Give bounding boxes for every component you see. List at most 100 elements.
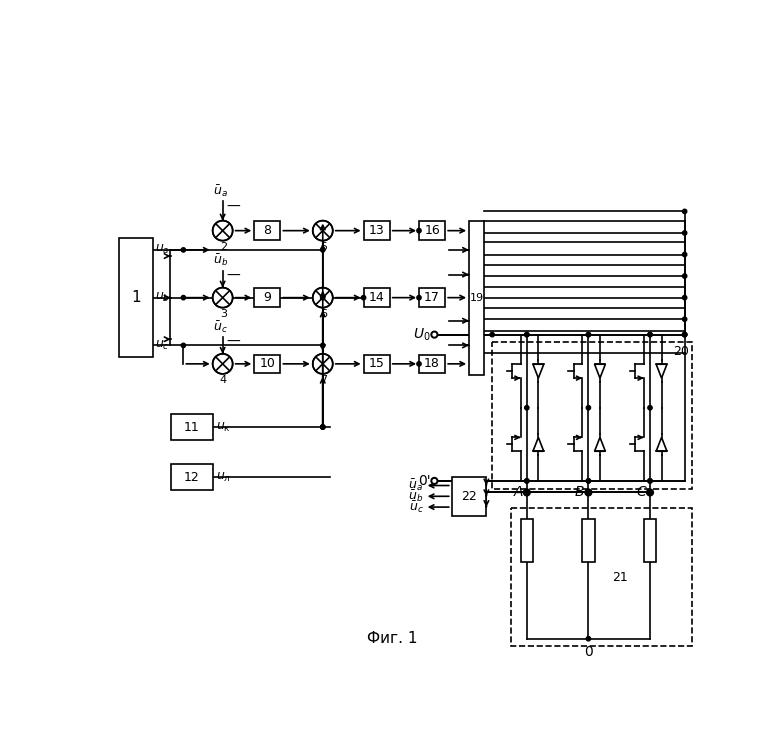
Text: —: — xyxy=(226,335,240,349)
Circle shape xyxy=(682,252,687,257)
Circle shape xyxy=(587,478,590,483)
Bar xyxy=(520,520,533,562)
Text: 0': 0' xyxy=(418,474,431,488)
Text: 22: 22 xyxy=(461,490,477,503)
Circle shape xyxy=(321,295,325,300)
Text: $u_c$: $u_c$ xyxy=(155,339,169,352)
Bar xyxy=(582,520,594,562)
Text: 7: 7 xyxy=(320,376,327,385)
Text: —: — xyxy=(226,269,240,283)
Circle shape xyxy=(313,287,333,308)
Circle shape xyxy=(213,354,232,374)
Circle shape xyxy=(525,478,529,483)
Text: $u_a$: $u_a$ xyxy=(155,243,169,257)
Text: $U_0$: $U_0$ xyxy=(413,326,431,343)
Text: 21: 21 xyxy=(612,570,628,584)
Circle shape xyxy=(682,231,687,235)
Bar xyxy=(119,238,153,357)
Circle shape xyxy=(490,332,495,337)
Text: C: C xyxy=(636,485,646,500)
Text: A: A xyxy=(513,485,523,500)
Text: 0: 0 xyxy=(584,645,593,659)
Circle shape xyxy=(417,295,421,300)
Circle shape xyxy=(321,425,325,429)
Bar xyxy=(419,354,445,373)
Circle shape xyxy=(587,406,590,410)
Text: 13: 13 xyxy=(369,224,385,237)
Text: $\bar{u}_b$: $\bar{u}_b$ xyxy=(213,253,228,268)
Circle shape xyxy=(181,343,186,348)
Text: $u_\text{л}$: $u_\text{л}$ xyxy=(216,470,231,484)
Bar xyxy=(363,354,390,373)
Circle shape xyxy=(525,478,529,483)
Text: 1: 1 xyxy=(131,290,140,305)
Bar xyxy=(254,354,280,373)
Circle shape xyxy=(431,478,438,484)
Circle shape xyxy=(682,332,687,337)
Text: 9: 9 xyxy=(264,291,271,304)
Circle shape xyxy=(523,490,530,495)
Circle shape xyxy=(587,637,590,641)
Text: $\bar{u}_a$: $\bar{u}_a$ xyxy=(409,478,424,493)
Circle shape xyxy=(587,332,590,337)
Text: 10: 10 xyxy=(260,357,275,370)
Circle shape xyxy=(585,490,591,495)
Text: —: — xyxy=(226,200,240,214)
Bar xyxy=(644,520,656,562)
Text: 16: 16 xyxy=(424,224,440,237)
Text: 6: 6 xyxy=(320,309,327,319)
Circle shape xyxy=(682,209,687,214)
Circle shape xyxy=(321,425,325,429)
Text: 5: 5 xyxy=(320,243,327,252)
Text: $\bar{u}_b$: $\bar{u}_b$ xyxy=(408,489,424,504)
Circle shape xyxy=(682,332,687,337)
Circle shape xyxy=(417,362,421,366)
Circle shape xyxy=(321,425,325,429)
Circle shape xyxy=(181,248,186,252)
Circle shape xyxy=(213,287,232,308)
Text: $\bar{u}_c$: $\bar{u}_c$ xyxy=(213,319,228,334)
Bar xyxy=(419,221,445,240)
Bar xyxy=(512,508,693,647)
Text: 11: 11 xyxy=(184,420,200,434)
Text: $\bar{u}_a$: $\bar{u}_a$ xyxy=(213,184,228,199)
Circle shape xyxy=(587,490,590,495)
Circle shape xyxy=(648,332,652,337)
Circle shape xyxy=(361,295,366,300)
Bar xyxy=(469,220,484,375)
Text: 15: 15 xyxy=(369,357,385,370)
Circle shape xyxy=(525,490,529,495)
Circle shape xyxy=(587,332,590,337)
Text: 19: 19 xyxy=(470,293,484,303)
Circle shape xyxy=(181,295,186,300)
Circle shape xyxy=(587,490,590,495)
Circle shape xyxy=(213,220,232,240)
Circle shape xyxy=(313,354,333,374)
Bar xyxy=(171,414,213,440)
Text: B: B xyxy=(575,485,584,500)
Circle shape xyxy=(648,332,652,337)
Bar xyxy=(492,343,693,489)
Circle shape xyxy=(321,248,325,252)
Bar xyxy=(254,221,280,240)
Text: $\bar{u}_c$: $\bar{u}_c$ xyxy=(409,499,424,515)
Bar xyxy=(363,221,390,240)
Circle shape xyxy=(525,332,529,337)
Text: $u_b$: $u_b$ xyxy=(155,291,170,304)
Bar xyxy=(254,288,280,307)
Circle shape xyxy=(682,332,687,337)
Text: 17: 17 xyxy=(424,291,440,304)
Circle shape xyxy=(313,220,333,240)
Circle shape xyxy=(525,332,529,337)
Circle shape xyxy=(431,331,438,337)
Text: 3: 3 xyxy=(220,309,227,319)
Text: 14: 14 xyxy=(369,291,385,304)
Text: 8: 8 xyxy=(264,224,271,237)
Text: 4: 4 xyxy=(220,376,227,385)
Circle shape xyxy=(648,406,652,410)
Bar xyxy=(419,288,445,307)
Circle shape xyxy=(648,478,652,483)
Text: $u_\text{к}$: $u_\text{к}$ xyxy=(216,420,231,434)
Circle shape xyxy=(682,295,687,300)
Bar xyxy=(363,288,390,307)
